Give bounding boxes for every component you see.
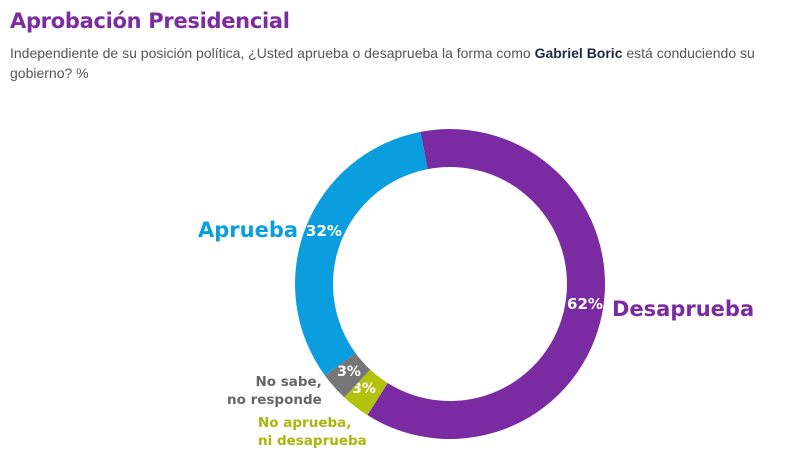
- subtitle-president-name: Gabriel Boric: [534, 45, 623, 61]
- chart-title: Aprobación Presidencial: [10, 9, 290, 33]
- slice-label: 62%: [567, 295, 603, 313]
- slice-label: 3%: [352, 381, 376, 397]
- legend-ni-aprueba: No aprueba, ni desaprueba: [258, 414, 367, 450]
- donut-slice-no-aprueba-ni-desaprueba: [344, 369, 388, 416]
- legend-no-sabe: No sabe, no responde: [227, 373, 322, 409]
- donut-slice-no-sabe-no-responde: [324, 353, 371, 398]
- slice-label: 3%: [337, 364, 361, 380]
- chart-subtitle: Independiente de su posición política, ¿…: [10, 43, 780, 83]
- legend-no-sabe-line2: no responde: [227, 392, 322, 408]
- subtitle-text-end: está conduciendo su gobierno? %: [10, 45, 755, 81]
- legend-desaprueba: Desaprueba: [612, 297, 755, 321]
- legend-ni-aprueba-line2: ni desaprueba: [258, 433, 367, 449]
- donut-slice-desaprueba: [367, 129, 605, 440]
- subtitle-text: Independiente de su posición política, ¿…: [10, 45, 535, 61]
- donut-slice-aprueba: [295, 131, 428, 376]
- legend-no-sabe-line1: No sabe,: [255, 374, 322, 390]
- legend-aprueba: Aprueba: [198, 218, 299, 242]
- slice-label: 32%: [306, 222, 342, 240]
- legend-ni-aprueba-line1: No aprueba,: [258, 415, 352, 431]
